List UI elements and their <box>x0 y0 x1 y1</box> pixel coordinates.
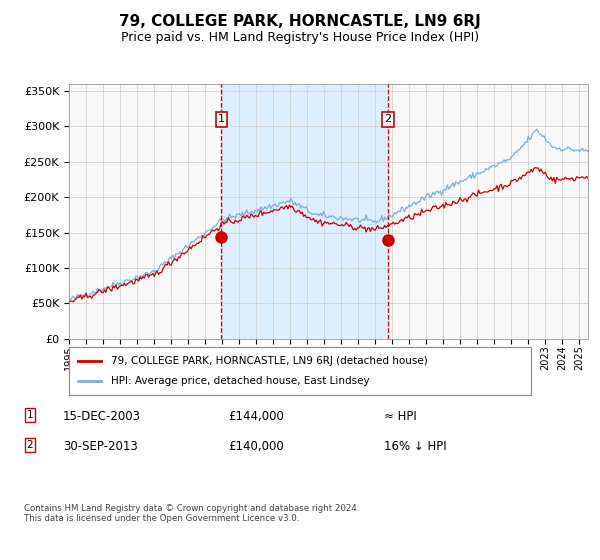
Text: Contains HM Land Registry data © Crown copyright and database right 2024.
This d: Contains HM Land Registry data © Crown c… <box>24 504 359 524</box>
Text: 2: 2 <box>26 440 34 450</box>
Text: 79, COLLEGE PARK, HORNCASTLE, LN9 6RJ: 79, COLLEGE PARK, HORNCASTLE, LN9 6RJ <box>119 14 481 29</box>
Text: £140,000: £140,000 <box>228 440 284 452</box>
Text: 30-SEP-2013: 30-SEP-2013 <box>63 440 138 452</box>
Text: 79, COLLEGE PARK, HORNCASTLE, LN9 6RJ (detached house): 79, COLLEGE PARK, HORNCASTLE, LN9 6RJ (d… <box>110 356 427 366</box>
Text: 16% ↓ HPI: 16% ↓ HPI <box>384 440 446 452</box>
Text: HPI: Average price, detached house, East Lindsey: HPI: Average price, detached house, East… <box>110 376 369 386</box>
Text: 1: 1 <box>26 410 34 420</box>
Text: 1: 1 <box>218 114 225 124</box>
Text: Price paid vs. HM Land Registry's House Price Index (HPI): Price paid vs. HM Land Registry's House … <box>121 31 479 44</box>
Text: 15-DEC-2003: 15-DEC-2003 <box>63 410 141 423</box>
Bar <box>221 84 388 339</box>
Text: ≈ HPI: ≈ HPI <box>384 410 417 423</box>
Text: £144,000: £144,000 <box>228 410 284 423</box>
Text: 2: 2 <box>385 114 392 124</box>
